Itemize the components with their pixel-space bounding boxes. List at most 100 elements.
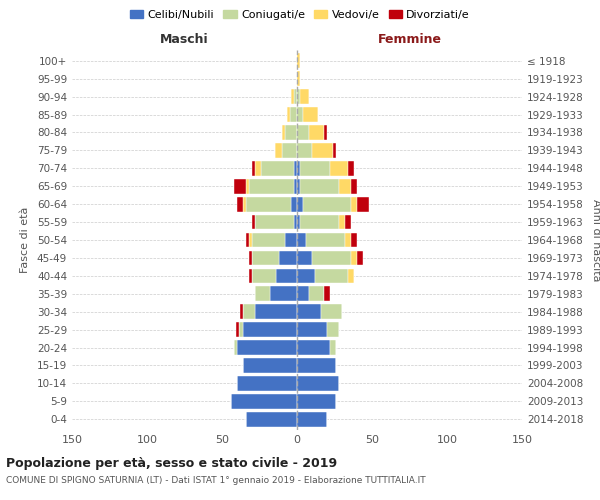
Bar [297, 250, 312, 266]
Bar [246, 179, 249, 194]
Bar [282, 143, 297, 158]
Bar [290, 107, 297, 122]
Bar [246, 412, 297, 426]
Bar [243, 322, 297, 337]
Bar [333, 143, 336, 158]
Bar [246, 232, 249, 248]
Bar [321, 304, 342, 319]
Bar [276, 268, 297, 283]
Bar [285, 125, 297, 140]
Bar [300, 90, 309, 104]
Bar [231, 394, 297, 408]
Bar [255, 304, 297, 319]
Bar [275, 143, 282, 158]
Bar [339, 214, 345, 230]
Y-axis label: Anni di nascita: Anni di nascita [590, 198, 600, 281]
Bar [330, 340, 336, 355]
Bar [243, 304, 255, 319]
Bar [297, 125, 309, 140]
Bar [279, 250, 297, 266]
Bar [297, 358, 336, 373]
Bar [297, 412, 327, 426]
Bar [297, 304, 321, 319]
Bar [237, 197, 243, 212]
Bar [327, 322, 339, 337]
Legend: Celibi/Nubili, Coniugati/e, Vedovi/e, Divorziati/e: Celibi/Nubili, Coniugati/e, Vedovi/e, Di… [125, 6, 475, 25]
Bar [243, 197, 246, 212]
Bar [255, 286, 270, 301]
Bar [243, 358, 297, 373]
Bar [357, 250, 363, 266]
Bar [312, 143, 333, 158]
Bar [351, 179, 357, 194]
Bar [237, 340, 297, 355]
Bar [297, 268, 315, 283]
Bar [294, 161, 297, 176]
Bar [252, 232, 285, 248]
Bar [297, 232, 306, 248]
Bar [357, 197, 369, 212]
Bar [297, 179, 300, 194]
Bar [297, 90, 300, 104]
Bar [297, 322, 327, 337]
Bar [300, 179, 339, 194]
Bar [249, 232, 252, 248]
Bar [297, 143, 312, 158]
Bar [255, 161, 261, 176]
Bar [249, 268, 252, 283]
Bar [287, 107, 290, 122]
Bar [294, 90, 297, 104]
Bar [297, 214, 300, 230]
Bar [261, 161, 294, 176]
Bar [297, 107, 303, 122]
Bar [324, 125, 327, 140]
Bar [285, 232, 297, 248]
Text: Femmine: Femmine [377, 34, 442, 46]
Bar [291, 90, 294, 104]
Bar [235, 322, 239, 337]
Bar [309, 125, 324, 140]
Bar [252, 250, 279, 266]
Bar [303, 107, 318, 122]
Bar [297, 286, 309, 301]
Bar [345, 232, 351, 248]
Bar [294, 214, 297, 230]
Bar [351, 232, 357, 248]
Bar [348, 268, 354, 283]
Bar [240, 304, 243, 319]
Bar [300, 214, 339, 230]
Y-axis label: Fasce di età: Fasce di età [20, 207, 30, 273]
Bar [252, 268, 276, 283]
Text: COMUNE DI SPIGNO SATURNIA (LT) - Dati ISTAT 1° gennaio 2019 - Elaborazione TUTTI: COMUNE DI SPIGNO SATURNIA (LT) - Dati IS… [6, 476, 425, 485]
Text: Popolazione per età, sesso e stato civile - 2019: Popolazione per età, sesso e stato civil… [6, 458, 337, 470]
Bar [291, 197, 297, 212]
Bar [297, 161, 300, 176]
Bar [270, 286, 297, 301]
Bar [315, 268, 348, 283]
Bar [300, 161, 330, 176]
Text: Maschi: Maschi [160, 34, 209, 46]
Bar [246, 197, 291, 212]
Bar [294, 179, 297, 194]
Bar [249, 179, 294, 194]
Bar [312, 250, 351, 266]
Bar [297, 197, 303, 212]
Bar [303, 197, 351, 212]
Bar [282, 125, 285, 140]
Bar [297, 340, 330, 355]
Bar [234, 179, 246, 194]
Bar [252, 214, 255, 230]
Bar [255, 214, 294, 230]
Bar [339, 179, 351, 194]
Bar [330, 161, 348, 176]
Bar [348, 161, 354, 176]
Bar [297, 394, 336, 408]
Bar [239, 322, 243, 337]
Bar [309, 286, 324, 301]
Bar [351, 197, 357, 212]
Bar [297, 72, 300, 86]
Bar [297, 376, 339, 390]
Bar [237, 376, 297, 390]
Bar [306, 232, 345, 248]
Bar [351, 250, 357, 266]
